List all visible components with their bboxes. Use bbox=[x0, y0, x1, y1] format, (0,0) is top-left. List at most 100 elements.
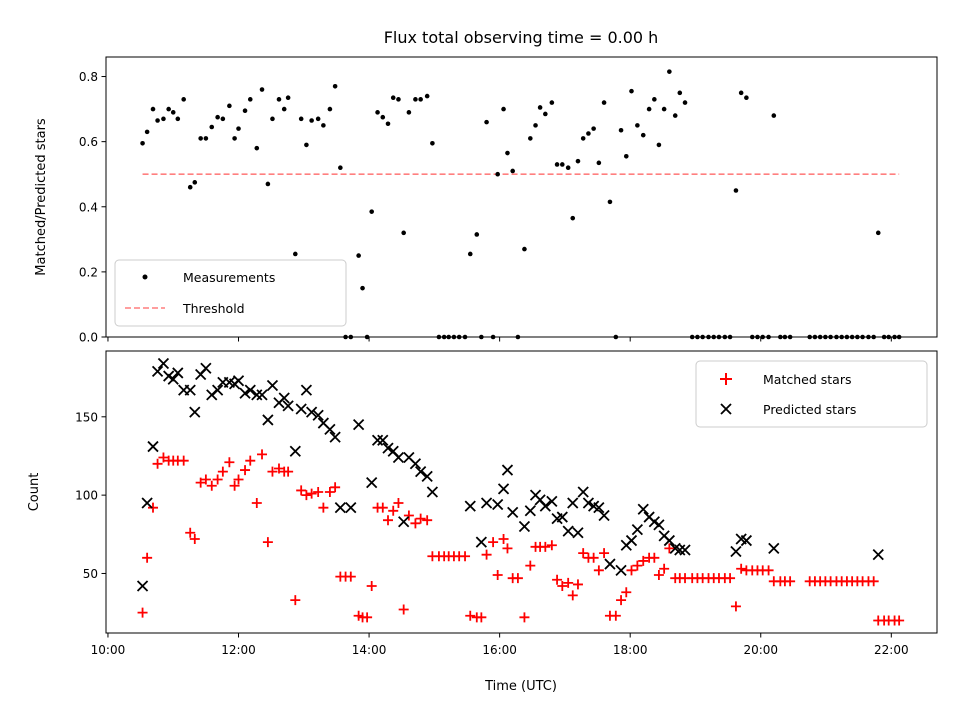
matched-star-point bbox=[362, 612, 373, 623]
legend-threshold-label: Threshold bbox=[182, 301, 245, 316]
count-panel: Count Time (UTC) 10:00 12:00 14:00 16:00 18:… bbox=[27, 350, 938, 694]
matched-star-point bbox=[415, 513, 426, 524]
matched-star-point bbox=[610, 610, 621, 621]
matched-star-point bbox=[393, 497, 404, 508]
count-markers bbox=[136, 357, 905, 626]
predicted-star-point bbox=[740, 534, 753, 547]
predicted-star-point bbox=[200, 362, 212, 374]
measurement-point bbox=[618, 127, 624, 133]
predicted-star-point bbox=[415, 465, 427, 478]
measurement-point bbox=[543, 111, 548, 117]
matched-star-point bbox=[525, 560, 536, 571]
matched-star-point bbox=[498, 534, 509, 544]
measurement-point bbox=[586, 131, 591, 136]
measurement-point bbox=[321, 123, 326, 128]
matched-star-point bbox=[563, 577, 574, 588]
measurement-point bbox=[293, 251, 298, 257]
matched-star-point bbox=[725, 573, 736, 584]
bottom-y-tick-label: 150 bbox=[75, 410, 98, 424]
matched-star-point bbox=[638, 555, 649, 566]
predicted-star-point bbox=[539, 500, 551, 512]
measurement-point bbox=[559, 162, 565, 167]
matched-star-point bbox=[410, 518, 421, 529]
predicted-star-point bbox=[730, 545, 742, 558]
predicted-star-point bbox=[157, 357, 170, 370]
x-tick-label: 14:00 bbox=[352, 643, 387, 657]
measurement-point bbox=[285, 95, 291, 100]
measurement-point bbox=[596, 160, 602, 166]
matched-star-point bbox=[185, 527, 196, 538]
top-y-tick-label: 0.2 bbox=[79, 265, 98, 279]
legend-predicted-marker bbox=[720, 403, 732, 415]
measurement-point bbox=[232, 136, 237, 141]
matched-star-point bbox=[546, 540, 557, 551]
matched-star-point bbox=[465, 610, 476, 621]
measurement-point bbox=[187, 184, 193, 190]
measurement-point bbox=[733, 188, 739, 193]
bottom-axis-ticks: 10:00 12:00 14:00 16:00 18:00 20:00 22:00 50 100… bbox=[75, 410, 909, 657]
x-axis-label: Time (UTC) bbox=[484, 679, 557, 694]
matched-star-point bbox=[540, 541, 551, 552]
matched-star-point bbox=[403, 510, 414, 521]
top-y-tick-label: 0.0 bbox=[79, 331, 98, 345]
bottom-y-tick-label: 50 bbox=[83, 567, 98, 581]
measurement-point bbox=[332, 84, 338, 89]
matched-star-point bbox=[152, 458, 163, 469]
matched-star-point bbox=[142, 552, 153, 563]
legend-predicted-label: Predicted stars bbox=[763, 402, 856, 417]
measurement-point bbox=[501, 106, 506, 112]
matched-star-point bbox=[616, 595, 627, 606]
measurement-point bbox=[298, 116, 304, 122]
measurement-point bbox=[259, 87, 265, 92]
top-legend: Measurements Threshold bbox=[114, 259, 347, 327]
measurement-point bbox=[601, 100, 607, 105]
measurement-point bbox=[646, 106, 652, 112]
matched-star-point bbox=[476, 612, 487, 623]
matched-star-point bbox=[621, 587, 632, 598]
measurement-point bbox=[484, 119, 489, 125]
predicted-star-point bbox=[141, 497, 153, 509]
matched-star-point bbox=[262, 537, 273, 548]
top-y-tick-label: 0.8 bbox=[79, 70, 98, 84]
bottom-legend-box bbox=[695, 360, 928, 428]
measurement-point bbox=[175, 116, 181, 122]
matched-star-point bbox=[868, 576, 879, 587]
measurement-point bbox=[375, 110, 380, 115]
x-tick-label: 22:00 bbox=[874, 643, 909, 657]
measurement-point bbox=[528, 136, 533, 141]
matched-star-point bbox=[492, 570, 503, 581]
predicted-star-point bbox=[556, 511, 568, 523]
predicted-star-point bbox=[653, 519, 665, 531]
matched-star-point bbox=[488, 537, 499, 548]
bottom-y-axis-label: Count bbox=[27, 473, 42, 512]
measurement-point bbox=[580, 136, 586, 141]
legend-measurements-label: Measurements bbox=[183, 270, 275, 285]
predicted-star-point bbox=[625, 534, 638, 547]
measurement-point bbox=[875, 230, 881, 236]
measurement-point bbox=[635, 123, 640, 128]
predicted-star-point bbox=[398, 516, 410, 528]
matched-star-point bbox=[649, 552, 660, 563]
matched-star-point bbox=[283, 466, 294, 477]
matched-star-point bbox=[481, 549, 492, 560]
measurement-point bbox=[390, 95, 396, 100]
matched-star-point bbox=[388, 505, 399, 516]
matched-star-point bbox=[383, 515, 394, 526]
measurement-point bbox=[677, 90, 683, 96]
matched-star-point bbox=[763, 565, 774, 576]
matched-star-point bbox=[653, 570, 664, 581]
measurement-point bbox=[738, 90, 744, 96]
matched-star-point bbox=[273, 463, 284, 474]
measurement-point bbox=[304, 142, 309, 148]
predicted-star-point bbox=[334, 502, 346, 514]
matched-star-point bbox=[290, 595, 301, 606]
predicted-star-point bbox=[426, 486, 439, 498]
predicted-star-point bbox=[464, 500, 476, 512]
matched-star-point bbox=[245, 455, 256, 466]
predicted-star-point bbox=[598, 509, 610, 522]
measurement-point bbox=[380, 114, 386, 120]
measurement-point bbox=[418, 97, 423, 102]
measurement-point bbox=[227, 103, 232, 109]
predicted-star-point bbox=[546, 495, 558, 508]
